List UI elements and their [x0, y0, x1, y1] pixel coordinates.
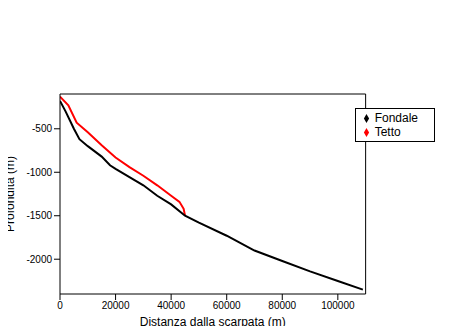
svg-text:Profondità (m): Profondità (m): [8, 156, 17, 232]
svg-text:-2000: -2000: [26, 254, 52, 265]
svg-text:-1000: -1000: [26, 167, 52, 178]
html-text:Tetto: Tetto: [374, 125, 401, 139]
svg-text:40000: 40000: [157, 300, 185, 311]
svg-text:-500: -500: [32, 123, 52, 134]
svg-text:60000: 60000: [213, 300, 241, 311]
svg-text:0: 0: [57, 300, 63, 311]
svg-text:80000: 80000: [268, 300, 296, 311]
svg-text:100000: 100000: [321, 300, 355, 311]
svg-text:20000: 20000: [102, 300, 130, 311]
svg-text:-1500: -1500: [26, 210, 52, 221]
html-text:Fondale: Fondale: [374, 111, 418, 125]
svg-text:Distanza dalla scarpata (m): Distanza dalla scarpata (m): [140, 315, 286, 326]
